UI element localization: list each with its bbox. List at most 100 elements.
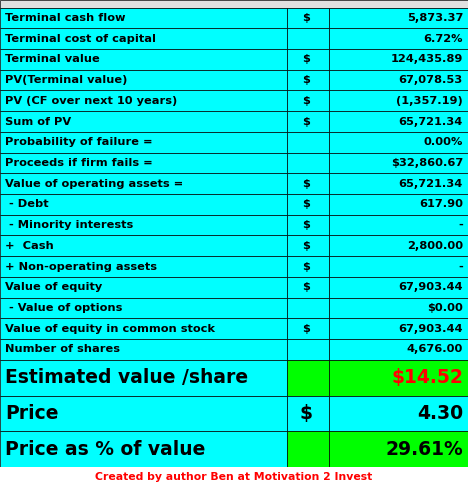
FancyBboxPatch shape <box>0 256 287 277</box>
Text: PV(Terminal value): PV(Terminal value) <box>5 75 127 85</box>
Text: 67,078.53: 67,078.53 <box>399 75 463 85</box>
Text: 65,721.34: 65,721.34 <box>399 179 463 189</box>
FancyBboxPatch shape <box>287 49 329 69</box>
FancyBboxPatch shape <box>0 153 287 174</box>
FancyBboxPatch shape <box>329 297 468 318</box>
Text: 67,903.44: 67,903.44 <box>398 282 463 292</box>
Text: -: - <box>458 261 463 272</box>
FancyBboxPatch shape <box>0 28 287 49</box>
FancyBboxPatch shape <box>287 256 329 277</box>
FancyBboxPatch shape <box>0 215 287 235</box>
FancyBboxPatch shape <box>329 194 468 215</box>
Text: Value of equity in common stock: Value of equity in common stock <box>5 324 215 334</box>
FancyBboxPatch shape <box>329 153 468 174</box>
FancyBboxPatch shape <box>0 69 287 90</box>
Text: - Minority interests: - Minority interests <box>5 220 133 230</box>
Text: + Non-operating assets: + Non-operating assets <box>5 261 157 272</box>
FancyBboxPatch shape <box>287 215 329 235</box>
FancyBboxPatch shape <box>0 360 287 396</box>
FancyBboxPatch shape <box>329 49 468 69</box>
Text: $: $ <box>302 324 310 334</box>
FancyBboxPatch shape <box>287 360 329 396</box>
FancyBboxPatch shape <box>0 0 468 8</box>
Text: PV (CF over next 10 years): PV (CF over next 10 years) <box>5 96 177 106</box>
Text: $: $ <box>302 261 310 272</box>
FancyBboxPatch shape <box>0 432 287 467</box>
Text: 0.00%: 0.00% <box>424 137 463 147</box>
FancyBboxPatch shape <box>329 174 468 194</box>
FancyBboxPatch shape <box>0 318 287 339</box>
FancyBboxPatch shape <box>329 69 468 90</box>
FancyBboxPatch shape <box>0 467 468 486</box>
FancyBboxPatch shape <box>329 90 468 111</box>
Text: $: $ <box>302 199 310 209</box>
FancyBboxPatch shape <box>0 174 287 194</box>
Text: $: $ <box>302 282 310 292</box>
FancyBboxPatch shape <box>287 8 329 28</box>
Text: $: $ <box>302 220 310 230</box>
FancyBboxPatch shape <box>329 396 468 432</box>
FancyBboxPatch shape <box>0 111 287 132</box>
Text: 29.61%: 29.61% <box>385 440 463 459</box>
FancyBboxPatch shape <box>0 132 287 153</box>
Text: 4,676.00: 4,676.00 <box>407 345 463 354</box>
FancyBboxPatch shape <box>329 132 468 153</box>
FancyBboxPatch shape <box>329 277 468 297</box>
FancyBboxPatch shape <box>329 28 468 49</box>
Text: 124,435.89: 124,435.89 <box>391 54 463 64</box>
FancyBboxPatch shape <box>287 69 329 90</box>
FancyBboxPatch shape <box>287 297 329 318</box>
Text: 67,903.44: 67,903.44 <box>398 324 463 334</box>
Text: +  Cash: + Cash <box>5 241 54 251</box>
FancyBboxPatch shape <box>329 111 468 132</box>
Text: Terminal value: Terminal value <box>5 54 100 64</box>
FancyBboxPatch shape <box>287 318 329 339</box>
FancyBboxPatch shape <box>329 215 468 235</box>
FancyBboxPatch shape <box>287 396 329 432</box>
Text: $: $ <box>302 241 310 251</box>
Text: $0.00: $0.00 <box>427 303 463 313</box>
Text: Probability of failure =: Probability of failure = <box>5 137 153 147</box>
Text: Terminal cash flow: Terminal cash flow <box>5 13 125 23</box>
Text: 6.72%: 6.72% <box>424 34 463 44</box>
FancyBboxPatch shape <box>287 194 329 215</box>
Text: $: $ <box>300 404 312 423</box>
Text: (1,357.19): (1,357.19) <box>396 96 463 106</box>
Text: -: - <box>458 220 463 230</box>
Text: - Debt: - Debt <box>5 199 49 209</box>
Text: Price: Price <box>5 404 58 423</box>
Text: Terminal cost of capital: Terminal cost of capital <box>5 34 156 44</box>
FancyBboxPatch shape <box>0 235 287 256</box>
Text: $32,860.67: $32,860.67 <box>391 158 463 168</box>
Text: Price as % of value: Price as % of value <box>5 440 205 459</box>
Text: $: $ <box>302 96 310 106</box>
Text: Value of equity: Value of equity <box>5 282 102 292</box>
Text: Estimated value /share: Estimated value /share <box>5 368 248 387</box>
FancyBboxPatch shape <box>0 49 287 69</box>
FancyBboxPatch shape <box>287 432 329 467</box>
Text: 5,873.37: 5,873.37 <box>407 13 463 23</box>
FancyBboxPatch shape <box>329 256 468 277</box>
FancyBboxPatch shape <box>329 360 468 396</box>
Text: $: $ <box>302 54 310 64</box>
FancyBboxPatch shape <box>0 90 287 111</box>
Text: $14.52: $14.52 <box>391 368 463 387</box>
FancyBboxPatch shape <box>287 235 329 256</box>
Text: Created by author Ben at Motivation 2 Invest: Created by author Ben at Motivation 2 In… <box>95 471 373 482</box>
FancyBboxPatch shape <box>287 174 329 194</box>
Text: 617.90: 617.90 <box>419 199 463 209</box>
Text: 65,721.34: 65,721.34 <box>399 117 463 126</box>
Text: Sum of PV: Sum of PV <box>5 117 71 126</box>
FancyBboxPatch shape <box>329 318 468 339</box>
Text: 2,800.00: 2,800.00 <box>407 241 463 251</box>
Text: Value of operating assets =: Value of operating assets = <box>5 179 183 189</box>
FancyBboxPatch shape <box>329 8 468 28</box>
FancyBboxPatch shape <box>0 194 287 215</box>
Text: $: $ <box>302 75 310 85</box>
Text: Number of shares: Number of shares <box>5 345 120 354</box>
FancyBboxPatch shape <box>0 339 287 360</box>
FancyBboxPatch shape <box>0 396 287 432</box>
FancyBboxPatch shape <box>287 90 329 111</box>
FancyBboxPatch shape <box>287 153 329 174</box>
FancyBboxPatch shape <box>329 235 468 256</box>
